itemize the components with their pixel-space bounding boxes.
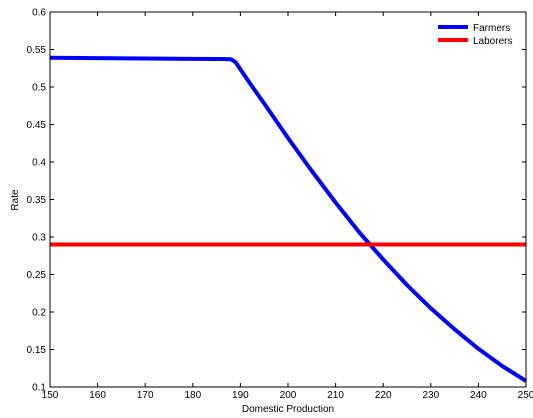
x-tick-label: 230 <box>422 390 439 401</box>
x-tick-label: 170 <box>137 390 154 401</box>
x-tick-label: 240 <box>470 390 487 401</box>
legend-box <box>433 17 521 49</box>
y-tick-label: 0.2 <box>32 308 46 319</box>
y-tick-label: 0.25 <box>27 270 47 281</box>
x-tick-label: 210 <box>327 390 344 401</box>
x-axis-ticks: 150 160 170 180 190 200 210 220 230 240 250 <box>42 12 533 401</box>
series-lines <box>49 55 528 383</box>
y-tick-label: 0.45 <box>27 120 47 131</box>
x-tick-label: 250 <box>518 390 533 401</box>
legend-label-laborers: Laborers <box>473 36 512 47</box>
y-tick-label: 0.1 <box>32 383 46 394</box>
legend-label-farmers: Farmers <box>473 23 510 34</box>
x-tick-label: 220 <box>375 390 392 401</box>
x-tick-label: 150 <box>42 390 59 401</box>
x-tick-label: 190 <box>232 390 249 401</box>
x-tick-label: 180 <box>184 390 201 401</box>
y-axis-ticks: 0.1 0.15 0.2 0.25 0.3 0.35 0.4 0.45 0.5 0.55 0.6 <box>27 8 526 394</box>
y-tick-label: 0.4 <box>32 158 46 169</box>
y-tick-label: 0.5 <box>32 83 46 94</box>
x-axis-label: Domestic Production <box>242 404 334 415</box>
series-line-farmers <box>49 55 528 383</box>
y-tick-label: 0.55 <box>27 45 47 56</box>
y-tick-label: 0.15 <box>27 345 47 356</box>
y-tick-label: 0.35 <box>27 195 47 206</box>
x-tick-label: 200 <box>280 390 297 401</box>
x-tick-label: 160 <box>89 390 106 401</box>
legend: Farmers Laborers <box>433 17 521 49</box>
y-tick-label: 0.3 <box>32 233 46 244</box>
y-tick-label: 0.6 <box>32 8 46 19</box>
y-axis-label: Rate <box>10 189 21 211</box>
